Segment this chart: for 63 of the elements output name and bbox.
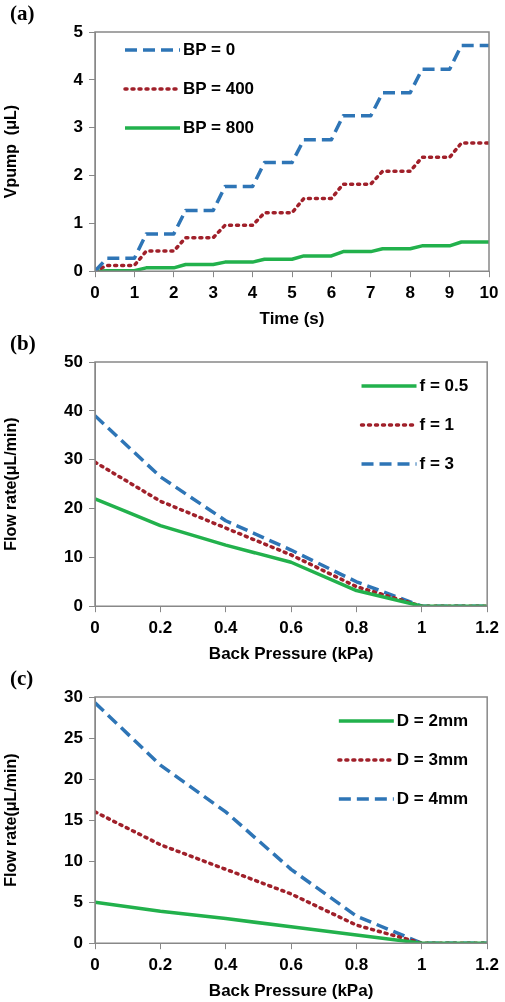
line-series — [95, 43, 489, 272]
y-tick-label: 10 — [64, 547, 83, 567]
chart-title: (b) — [10, 330, 36, 355]
x-axis-title: Back Pressure (kPa) — [208, 981, 374, 1001]
chart-title: (a) — [10, 0, 35, 25]
x-axis-title: Time (s) — [259, 309, 325, 329]
x-tick-label: 4 — [247, 283, 258, 303]
y-tick-label: 25 — [64, 727, 83, 747]
x-axis-title: Back Pressure (kPa) — [208, 644, 374, 664]
x-tick-label: 8 — [405, 283, 415, 303]
y-tick-label: 30 — [64, 686, 83, 706]
x-tick-label: 0.2 — [148, 955, 173, 975]
y-axis-title: Flow rate(μL/min) — [2, 753, 20, 887]
x-tick-label: 0.8 — [344, 618, 369, 638]
y-tick-label: 1 — [73, 213, 83, 233]
y-tick-label: 20 — [64, 768, 83, 788]
legend-label: f = 0.5 — [419, 375, 469, 395]
y-tick-label: 0 — [73, 260, 83, 280]
legend-label: D = 4mm — [396, 788, 469, 808]
x-tick-label: 9 — [444, 283, 455, 303]
x-tick-label: 0 — [90, 283, 100, 303]
legend-label: BP = 800 — [183, 117, 255, 137]
x-tick-label: 0.4 — [213, 955, 239, 975]
legend-label: BP = 0 — [183, 39, 236, 59]
x-tick-label: 0.6 — [279, 955, 303, 975]
y-tick-label: 15 — [64, 809, 83, 829]
x-tick-label: 10 — [479, 283, 499, 303]
y-tick-label: 5 — [73, 21, 83, 41]
y-tick-label: 0 — [73, 595, 83, 615]
x-tick-label: 0.2 — [148, 618, 173, 638]
x-tick-label: 2 — [169, 283, 179, 303]
y-tick-label: 4 — [73, 69, 84, 89]
y-axis-title: Vpump (μL) — [2, 104, 20, 199]
y-tick-label: 2 — [73, 165, 83, 185]
x-tick-label: 1 — [417, 955, 427, 975]
y-tick-label: 3 — [73, 117, 83, 137]
legend-label: f = 1 — [419, 414, 455, 434]
y-tick-label: 40 — [64, 400, 83, 420]
chart-title: (c) — [10, 665, 34, 690]
x-tick-label: 0 — [90, 618, 100, 638]
y-tick-label: 0 — [73, 932, 83, 952]
legend-label: BP = 400 — [183, 78, 255, 98]
legend-label: D = 2mm — [396, 710, 469, 730]
legend-label: D = 3mm — [396, 749, 469, 769]
x-tick-label: 0.8 — [344, 955, 369, 975]
x-tick-label: 0 — [90, 955, 100, 975]
x-tick-label: 0.4 — [213, 618, 239, 638]
x-tick-label: 1 — [129, 283, 140, 303]
y-axis-title: Flow rate(μL/min) — [2, 417, 20, 551]
x-tick-label: 1 — [417, 618, 427, 638]
x-tick-label: 1.2 — [475, 618, 499, 638]
y-tick-label: 5 — [73, 891, 83, 911]
x-tick-label: 5 — [287, 283, 297, 303]
x-tick-label: 6 — [326, 283, 337, 303]
x-tick-label: 3 — [208, 283, 218, 303]
y-tick-label: 10 — [64, 850, 83, 870]
x-tick-label: 1.2 — [475, 955, 499, 975]
y-tick-label: 30 — [64, 449, 83, 469]
y-tick-label: 20 — [64, 498, 83, 518]
x-tick-label: 7 — [366, 283, 376, 303]
legend-label: f = 3 — [419, 453, 455, 473]
x-tick-label: 0.6 — [279, 618, 303, 638]
y-tick-label: 50 — [64, 351, 83, 371]
